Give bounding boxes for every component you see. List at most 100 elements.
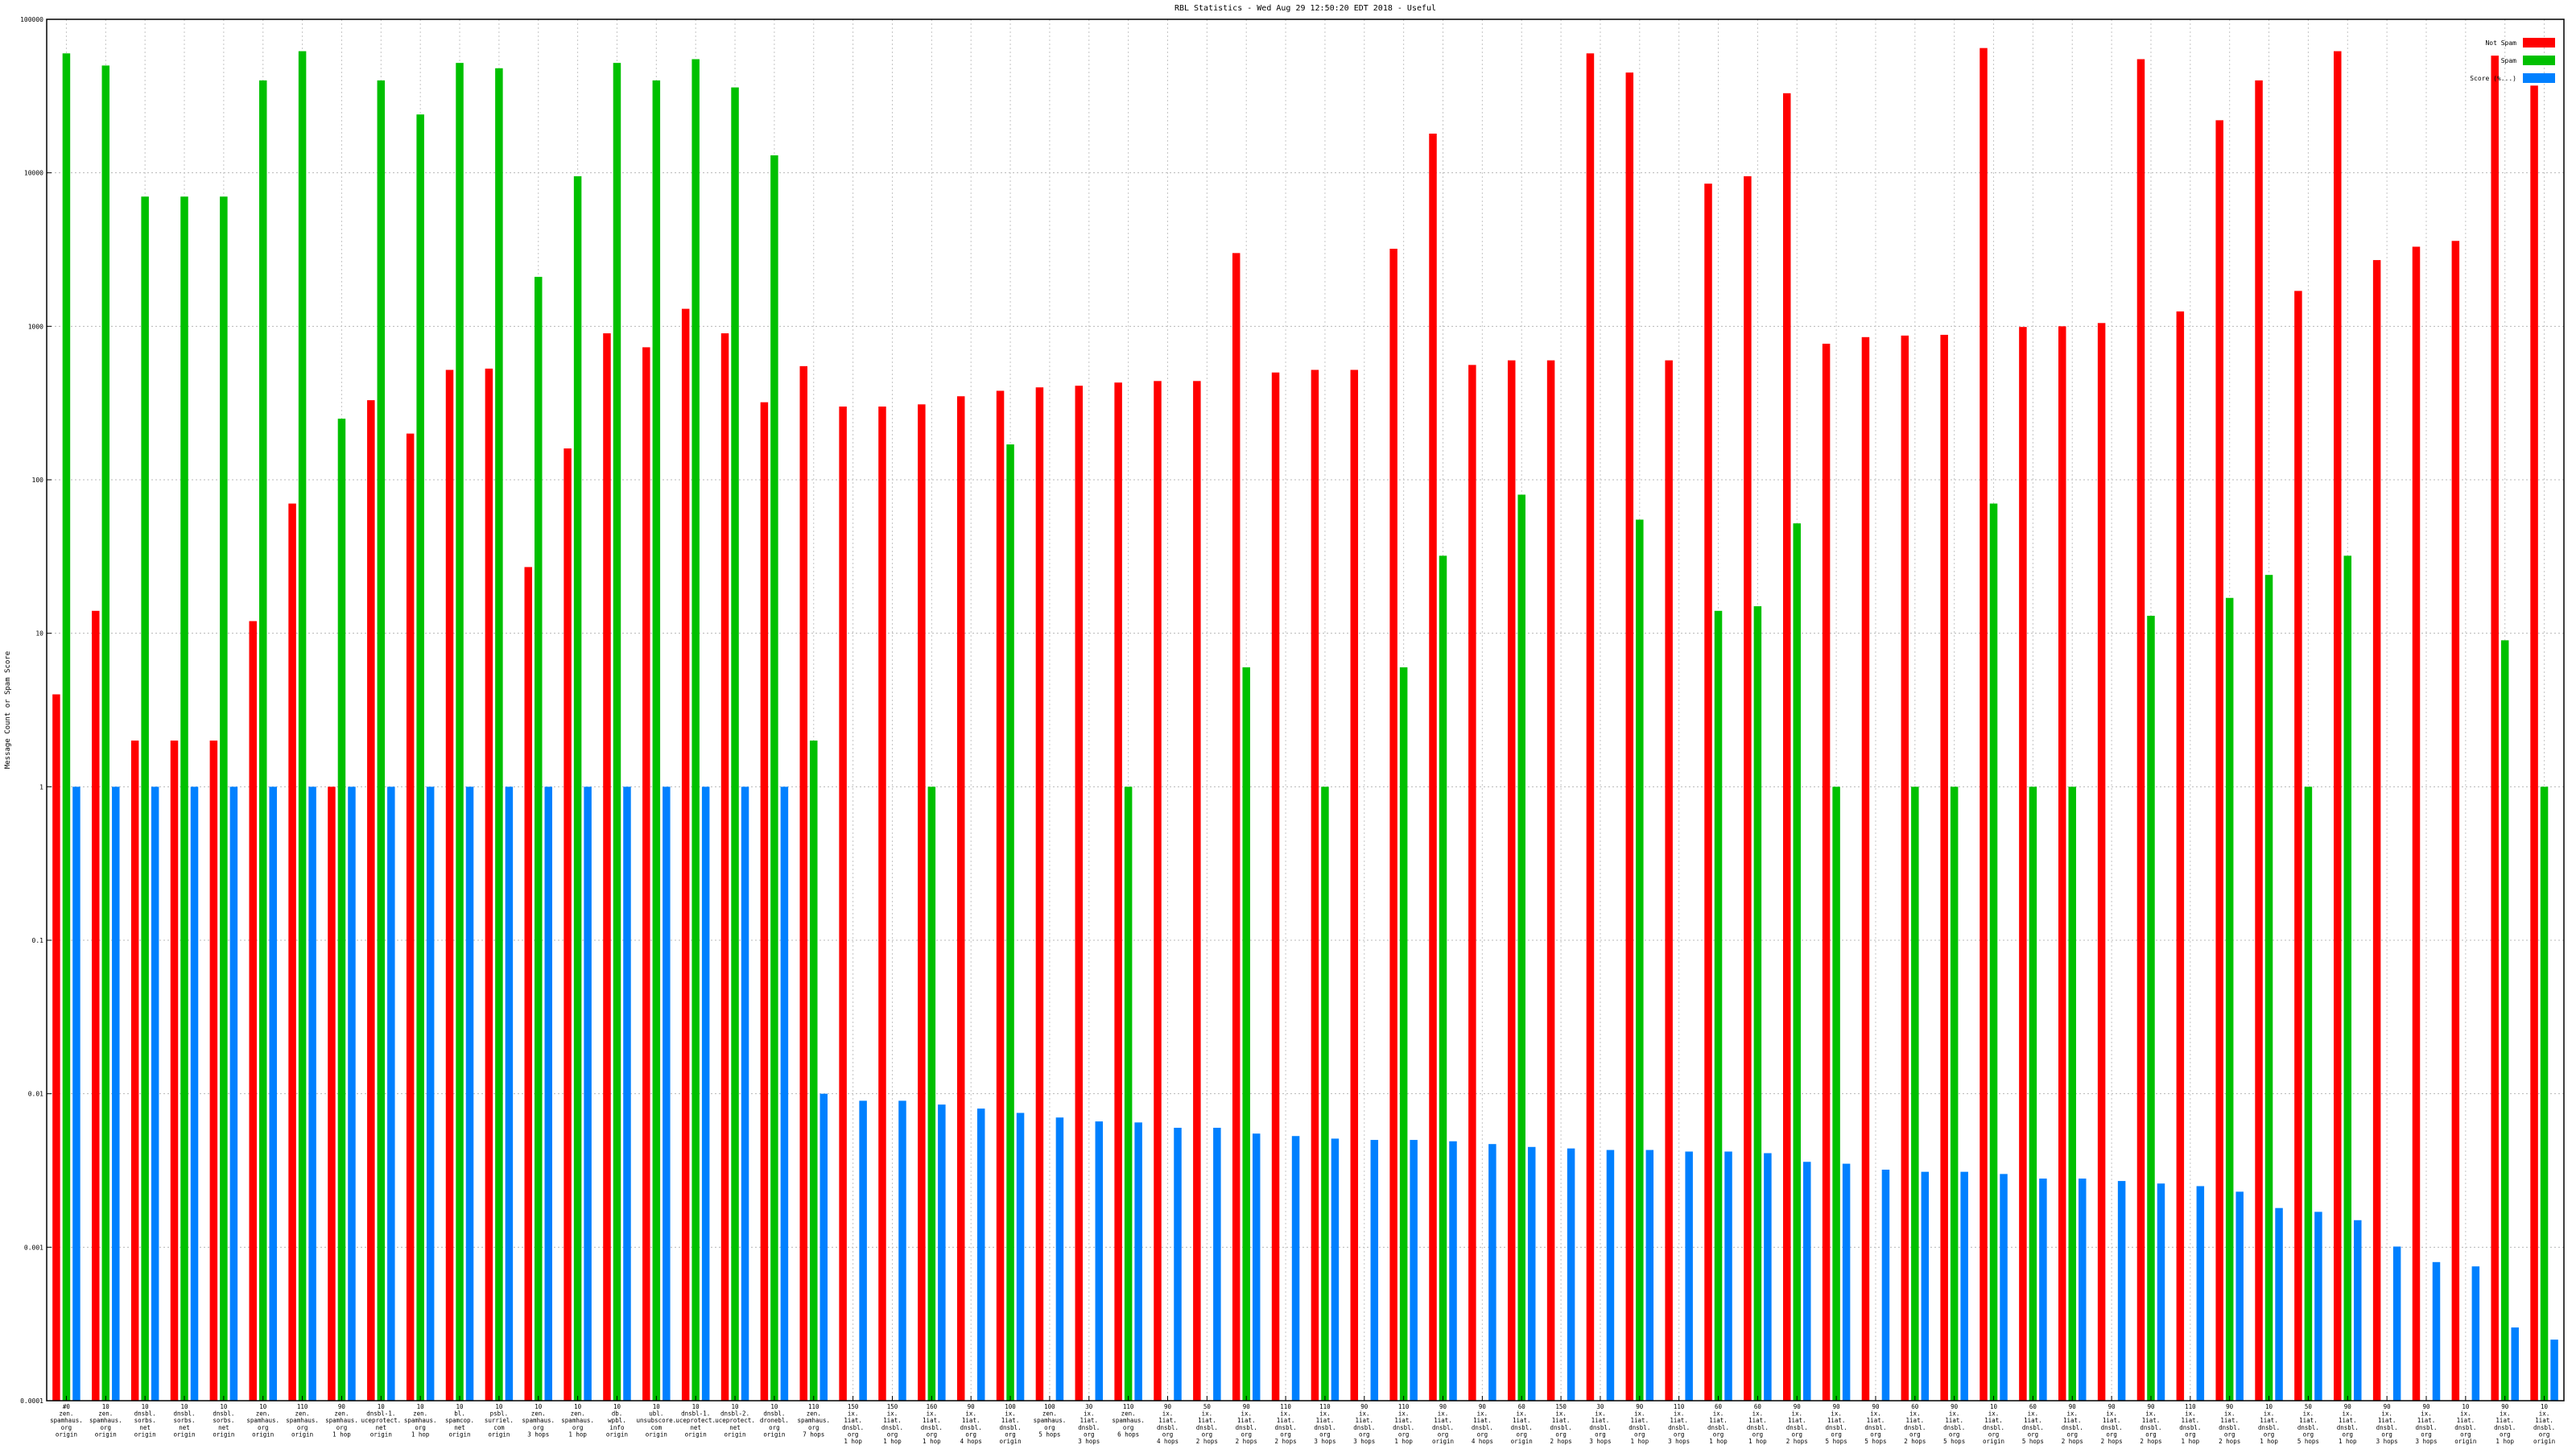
x-tick-label: 30 ix. 1iat. dnsbl. org 3 hops [1589, 1403, 1611, 1445]
bar-spam-58 [2343, 555, 2352, 1402]
x-tick-label: 90 ix. 1iat. dnsbl. org 3 hops [2415, 1403, 2437, 1445]
bar-not-spam-63 [2530, 85, 2538, 1401]
y-tick-label: 1000 [28, 323, 43, 330]
bar-score-19 [819, 1093, 828, 1401]
bar-spam-27 [1124, 786, 1133, 1401]
bar-not-spam-24 [996, 390, 1005, 1401]
x-tick-label: 10 zen. spamhaus. org 1 hop [561, 1403, 594, 1438]
bar-score-50 [2039, 1179, 2047, 1401]
bar-spam-55 [2225, 597, 2234, 1401]
bar-score-49 [2000, 1174, 2008, 1401]
bar-score-61 [2471, 1266, 2480, 1401]
bar-not-spam-27 [1114, 382, 1122, 1401]
bar-score-28 [1174, 1127, 1182, 1401]
bar-spam-56 [2264, 575, 2273, 1401]
x-tick-label: 60 ix. 1iat. dnsbl. org 1 hop [1707, 1403, 1729, 1445]
bar-spam-6 [298, 51, 307, 1401]
bar-not-spam-20 [839, 407, 847, 1402]
x-tick-label: 90 ix. 1iat. dnsbl. org 4 hops [960, 1403, 982, 1445]
bar-score-29 [1213, 1127, 1221, 1401]
x-tick-label: 10 ubl. unsubscore. com origin [636, 1403, 676, 1438]
x-tick-label: 50 ix. 1iat. dnsbl. org 2 hops [1196, 1403, 1218, 1445]
bar-not-spam-23 [956, 396, 965, 1401]
x-tick-label: 110 ix. 1iat. dnsbl. org 3 hops [1314, 1403, 1335, 1445]
x-tick-label: 60 ix. 1iat. dnsbl. org 1 hop [1747, 1403, 1769, 1445]
bar-spam-57 [2304, 786, 2313, 1401]
bar-score-13 [584, 786, 592, 1401]
x-tick-label: 10 dnsbl. dronebl. org origin [760, 1403, 789, 1438]
bar-not-spam-14 [603, 333, 611, 1402]
bar-not-spam-42 [1704, 184, 1712, 1401]
bar-not-spam-17 [720, 333, 729, 1402]
bar-spam-63 [2540, 786, 2549, 1401]
bar-spam-15 [652, 80, 661, 1401]
bar-score-0 [72, 786, 80, 1401]
bar-score-10 [465, 786, 474, 1401]
bar-spam-4 [220, 196, 228, 1402]
bar-not-spam-8 [367, 400, 375, 1401]
bar-not-spam-48 [1940, 334, 1948, 1401]
bar-not-spam-33 [1350, 369, 1359, 1401]
bar-score-9 [426, 786, 435, 1401]
bar-spam-5 [258, 80, 267, 1401]
x-tick-label: 10 zen. spamhaus. org 1 hop [404, 1403, 437, 1438]
x-tick-label: 10 dnsbl. sorbs. net origin [173, 1403, 195, 1438]
bar-spam-37 [1517, 494, 1525, 1401]
x-tick-label: 90 ix. 1iat. dnsbl. org 2 hops [2140, 1403, 2161, 1445]
bar-spam-7 [337, 419, 346, 1401]
bar-score-34 [1410, 1140, 1418, 1401]
bar-score-39 [1606, 1150, 1615, 1401]
x-tick-label: 90 ix. 1iat. dnsbl. org 5 hops [1943, 1403, 1965, 1445]
bar-score-62 [2511, 1327, 2519, 1401]
bar-spam-44 [1793, 523, 1801, 1401]
bar-score-57 [2314, 1212, 2322, 1401]
bar-score-22 [938, 1104, 946, 1401]
bar-spam-13 [573, 175, 582, 1401]
bar-spam-18 [770, 155, 778, 1402]
x-tick-label: 100 ix. 1iat. dnsbl. org origin [1000, 1403, 1022, 1445]
bar-not-spam-50 [2019, 327, 2027, 1402]
x-tick-label: 90 ix. 1iat. dnsbl. org 2 hops [1786, 1403, 1808, 1445]
x-tick-label: 10 ix. 1iat. dnsbl. org origin [2454, 1403, 2476, 1445]
bar-not-spam-47 [1901, 335, 1909, 1401]
y-tick-label: 1 [39, 783, 43, 791]
bar-spam-11 [495, 68, 503, 1402]
bar-spam-62 [2500, 640, 2509, 1401]
legend-label: Score (%...) [2470, 75, 2516, 82]
x-tick-label: 10 dnsbl. sorbs. net origin [134, 1403, 156, 1438]
bar-not-spam-22 [918, 404, 926, 1401]
bar-spam-35 [1439, 555, 1447, 1402]
x-tick-label: 60 ix. 1iat. dnsbl. org 2 hops [1904, 1403, 1926, 1445]
bar-spam-24 [1006, 444, 1014, 1402]
bar-not-spam-55 [2215, 120, 2223, 1402]
x-tick-label: 110 zen. spamhaus. org 6 hops [1112, 1403, 1145, 1438]
bar-score-32 [1331, 1138, 1340, 1401]
bar-spam-0 [62, 53, 71, 1401]
x-tick-label: 90 ix. 1iat. dnsbl. org 4 hops [1472, 1403, 1493, 1445]
y-tick-label: 0.0001 [20, 1397, 43, 1405]
bar-spam-17 [731, 87, 739, 1402]
bar-score-44 [1802, 1162, 1811, 1401]
bar-score-41 [1685, 1151, 1693, 1401]
bar-not-spam-26 [1075, 386, 1084, 1401]
bar-score-40 [1645, 1150, 1654, 1401]
bar-score-37 [1527, 1146, 1536, 1401]
bar-spam-50 [2029, 786, 2037, 1401]
bar-not-spam-35 [1429, 133, 1437, 1401]
bar-not-spam-52 [2097, 323, 2106, 1402]
bar-not-spam-9 [406, 433, 415, 1401]
bar-score-18 [780, 786, 789, 1401]
bar-score-56 [2275, 1208, 2283, 1401]
bar-not-spam-49 [1979, 47, 1988, 1402]
bar-spam-48 [1950, 786, 1959, 1401]
bar-not-spam-36 [1468, 365, 1476, 1402]
legend-label: Spam [2501, 57, 2516, 64]
bar-spam-8 [377, 80, 386, 1401]
bar-not-spam-34 [1389, 249, 1397, 1401]
x-tick-label: 30 ix. 1iat. dnsbl. org 3 hops [1078, 1403, 1100, 1445]
bar-spam-45 [1832, 786, 1840, 1401]
bar-not-spam-2 [130, 740, 139, 1401]
bar-not-spam-53 [2136, 59, 2145, 1402]
bar-score-42 [1724, 1151, 1732, 1401]
bar-score-31 [1291, 1136, 1300, 1401]
